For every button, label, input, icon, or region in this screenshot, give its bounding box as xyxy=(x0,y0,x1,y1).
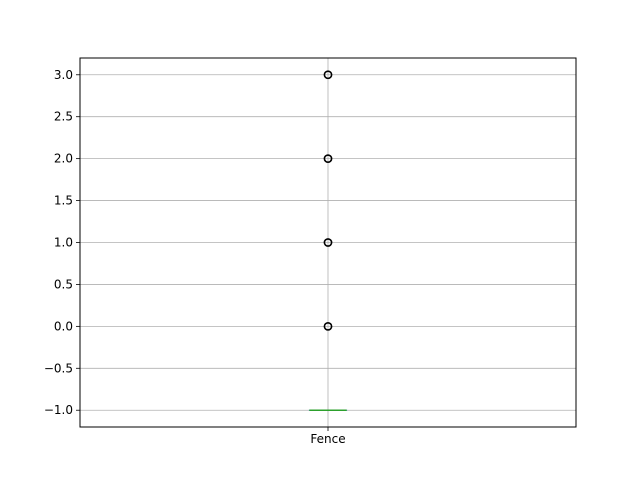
y-axis: 3.0 2.5 2.0 1.5 1.0 0.5 0.0 −0.5 −1.0 xyxy=(44,68,80,417)
y-tick-label: −0.5 xyxy=(44,361,73,375)
outlier-point xyxy=(323,321,333,331)
y-tick-label: 0.5 xyxy=(54,277,73,291)
x-axis: Fence xyxy=(310,427,346,446)
y-tick-label: 2.0 xyxy=(54,152,73,166)
outlier-point xyxy=(323,70,333,80)
y-tick-label: 3.0 xyxy=(54,68,73,82)
y-tick-label: 0.0 xyxy=(54,319,73,333)
grid xyxy=(80,58,576,427)
y-tick-label: −1.0 xyxy=(44,403,73,417)
y-tick-label: 1.0 xyxy=(54,236,73,250)
y-tick-label: 1.5 xyxy=(54,194,73,208)
box-plot-layer xyxy=(308,70,348,411)
outlier-point xyxy=(323,154,333,164)
outlier-point xyxy=(323,238,333,247)
x-tick-label: Fence xyxy=(310,432,345,446)
y-tick-label: 2.5 xyxy=(54,110,73,124)
